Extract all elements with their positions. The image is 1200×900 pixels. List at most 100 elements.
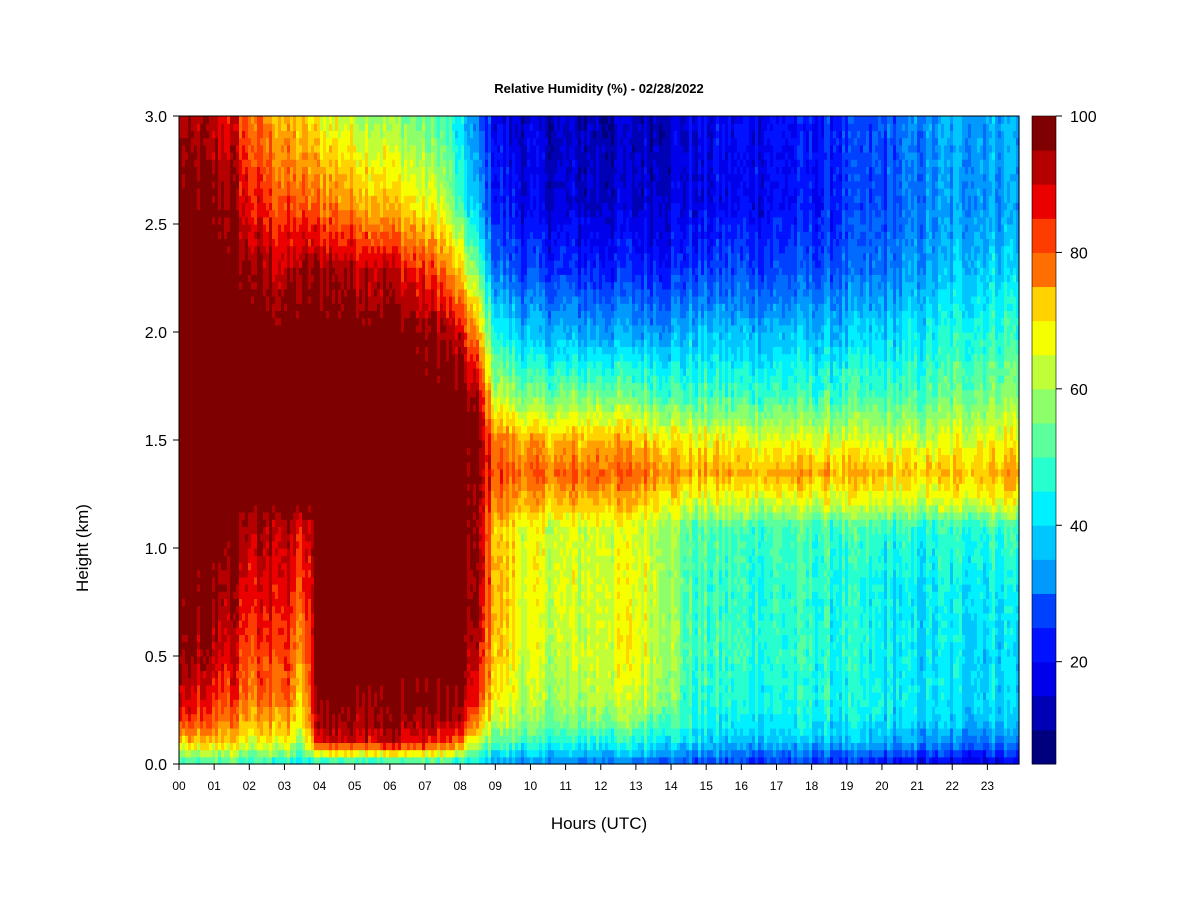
heatmap-cell [245,756,249,765]
heatmap-cell [233,476,237,484]
heatmap-cell [248,195,252,203]
heatmap-cell [191,411,195,419]
heatmap-cell [191,569,195,578]
heatmap-cell [242,382,246,391]
heatmap-cell [224,476,228,484]
heatmap-cell [251,598,255,607]
heatmap-cell [197,742,201,751]
heatmap-cell [182,591,186,599]
heatmap-cell [209,274,213,283]
heatmap-cell [221,540,225,549]
heatmap-cell [239,591,243,599]
heatmap-cell [194,425,198,434]
heatmap-cell [245,180,249,189]
heatmap-cell [251,360,255,369]
heatmap-cell [188,116,192,124]
heatmap-cell [215,332,219,340]
heatmap-cell [179,713,183,722]
heatmap-cell [206,288,210,297]
heatmap-cell [242,713,246,722]
heatmap-cell [191,699,195,707]
heatmap-cell [239,756,243,765]
heatmap-cell [245,411,249,419]
heatmap-cell [230,749,234,758]
heatmap-cell [212,418,216,427]
heatmap-cell [185,238,189,247]
heatmap-cell [215,749,219,758]
heatmap-cell [179,677,183,686]
heatmap-cell [245,627,249,635]
heatmap-cell [248,476,252,484]
heatmap-cell [236,540,240,549]
heatmap-cell [203,418,207,427]
heatmap-cell [221,641,225,650]
heatmap-cell [251,324,255,333]
heatmap-cell [182,173,186,182]
heatmap-cell [194,627,198,635]
heatmap-cell [179,281,183,290]
heatmap-cell [233,440,237,448]
heatmap-cell [209,224,213,232]
heatmap-cell [230,620,234,628]
heatmap-cell [236,288,240,297]
heatmap-cell [194,454,198,463]
heatmap-cell [242,562,246,571]
heatmap-cell [254,180,258,189]
heatmap-cell [197,612,201,621]
heatmap-cell [248,188,252,196]
heatmap-cell [212,216,216,225]
heatmap-cell [197,713,201,722]
heatmap-cell [251,670,255,679]
heatmap-cell [227,418,231,427]
heatmap-cell [215,519,219,527]
heatmap-cell [209,382,213,391]
heatmap-cell [191,173,195,182]
heatmap-cell [218,490,222,499]
heatmap-cell [227,598,231,607]
heatmap-cell [215,231,219,239]
heatmap-cell [221,310,225,319]
heatmap-cell [200,504,204,513]
heatmap-cell [239,468,243,477]
heatmap-cell [242,576,246,585]
heatmap-cell [212,569,216,578]
heatmap-cell [218,663,222,671]
heatmap-cell [200,224,204,232]
heatmap-cell [254,353,258,362]
heatmap-cell [254,166,258,175]
heatmap-cell [257,454,261,463]
heatmap-cell [230,195,234,203]
heatmap-cell [224,706,228,715]
heatmap-cell [248,425,252,434]
heatmap-cell [242,447,246,455]
heatmap-cell [200,267,204,275]
heatmap-cell [188,735,192,743]
heatmap-cell [224,641,228,650]
heatmap-cell [248,303,252,311]
heatmap-cell [227,591,231,599]
heatmap-cell [197,620,201,628]
heatmap-cell [191,612,195,621]
heatmap-cell [254,519,258,527]
heatmap-cell [218,562,222,571]
heatmap-cell [209,497,213,506]
heatmap-cell [233,735,237,743]
heatmap-cell [209,504,213,513]
heatmap-cell [197,324,201,333]
heatmap-cell [242,202,246,211]
heatmap-cell [188,166,192,175]
heatmap-cell [197,368,201,376]
heatmap-cell [206,756,210,765]
heatmap-cell [221,713,225,722]
heatmap-cell [236,620,240,628]
heatmap-cell [239,612,243,621]
heatmap-cell [251,555,255,563]
heatmap-cell [257,281,261,290]
heatmap-cell [185,382,189,391]
heatmap-cell [215,288,219,297]
heatmap-cell [230,576,234,585]
heatmap-cell [179,526,183,535]
heatmap-cell [209,612,213,621]
heatmap-cell [203,252,207,261]
heatmap-cell [224,324,228,333]
